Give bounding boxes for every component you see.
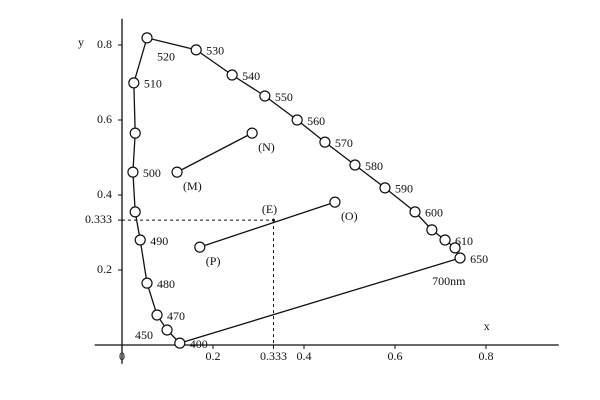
data-point (409, 206, 421, 218)
point-label: (M) (183, 179, 202, 193)
point-label: 610 (455, 234, 473, 248)
annotation: 700nm (432, 274, 466, 288)
point-label: 470 (167, 309, 185, 323)
data-point (246, 127, 258, 139)
point-label: 530 (206, 44, 224, 58)
y-axis-label: y (78, 35, 84, 49)
point-label: 590 (395, 182, 413, 196)
x-tick-label: 0.2 (206, 349, 221, 363)
y-tick-label: 0.4 (97, 187, 112, 201)
point-label: 450 (135, 328, 153, 342)
data-point (426, 224, 438, 236)
series-line (176, 132, 253, 173)
y-tick-label: 0.333 (85, 212, 112, 226)
point-label: 480 (157, 277, 175, 291)
point-label: 650 (470, 252, 488, 266)
x-tick-label: 0.8 (479, 349, 494, 363)
point-label: 500 (143, 166, 161, 180)
point-label: 580 (365, 159, 383, 173)
data-point (161, 324, 173, 336)
point-label: (N) (258, 140, 275, 154)
data-point (128, 77, 140, 89)
point-label: (E) (262, 202, 277, 216)
data-point (439, 234, 451, 246)
point-label: 490 (150, 234, 168, 248)
data-point (226, 69, 238, 81)
purple-line (179, 257, 461, 344)
data-point (291, 114, 303, 126)
point-label: 550 (275, 90, 293, 104)
x-tick-label: 0.4 (297, 349, 312, 363)
point-e (272, 218, 276, 222)
data-point (129, 206, 141, 218)
data-point (379, 182, 391, 194)
point-label: 570 (335, 136, 353, 150)
point-label: 600 (425, 206, 443, 220)
x-tick-label: 0.6 (388, 349, 403, 363)
data-point (349, 159, 361, 171)
data-point (319, 136, 331, 148)
data-point (259, 90, 271, 102)
data-point (174, 337, 186, 349)
data-point (329, 196, 341, 208)
point-label: (O) (341, 209, 358, 223)
data-point (151, 309, 163, 321)
data-point (129, 127, 141, 139)
point-label: (P) (206, 254, 221, 268)
data-point (141, 277, 153, 289)
data-point (134, 234, 146, 246)
series-line (199, 201, 336, 248)
data-point (190, 44, 202, 56)
point-label: 540 (242, 69, 260, 83)
x-axis-label: x (484, 319, 490, 333)
x-tick-label: 0.333 (260, 349, 287, 363)
series-line (132, 37, 461, 344)
point-label: 520 (157, 50, 175, 64)
y-tick-label: 0.6 (97, 112, 112, 126)
point-label: 400 (190, 337, 208, 351)
data-point (141, 32, 153, 44)
data-point (454, 252, 466, 264)
y-tick-label: 0.8 (97, 37, 112, 51)
data-point (194, 241, 206, 253)
point-label: 560 (307, 114, 325, 128)
data-point (171, 166, 183, 178)
y-tick-label: 0.2 (97, 262, 112, 276)
data-point (127, 166, 139, 178)
x-tick-label: 0 (119, 349, 125, 363)
data-point (449, 242, 461, 254)
point-label: 510 (144, 77, 162, 91)
